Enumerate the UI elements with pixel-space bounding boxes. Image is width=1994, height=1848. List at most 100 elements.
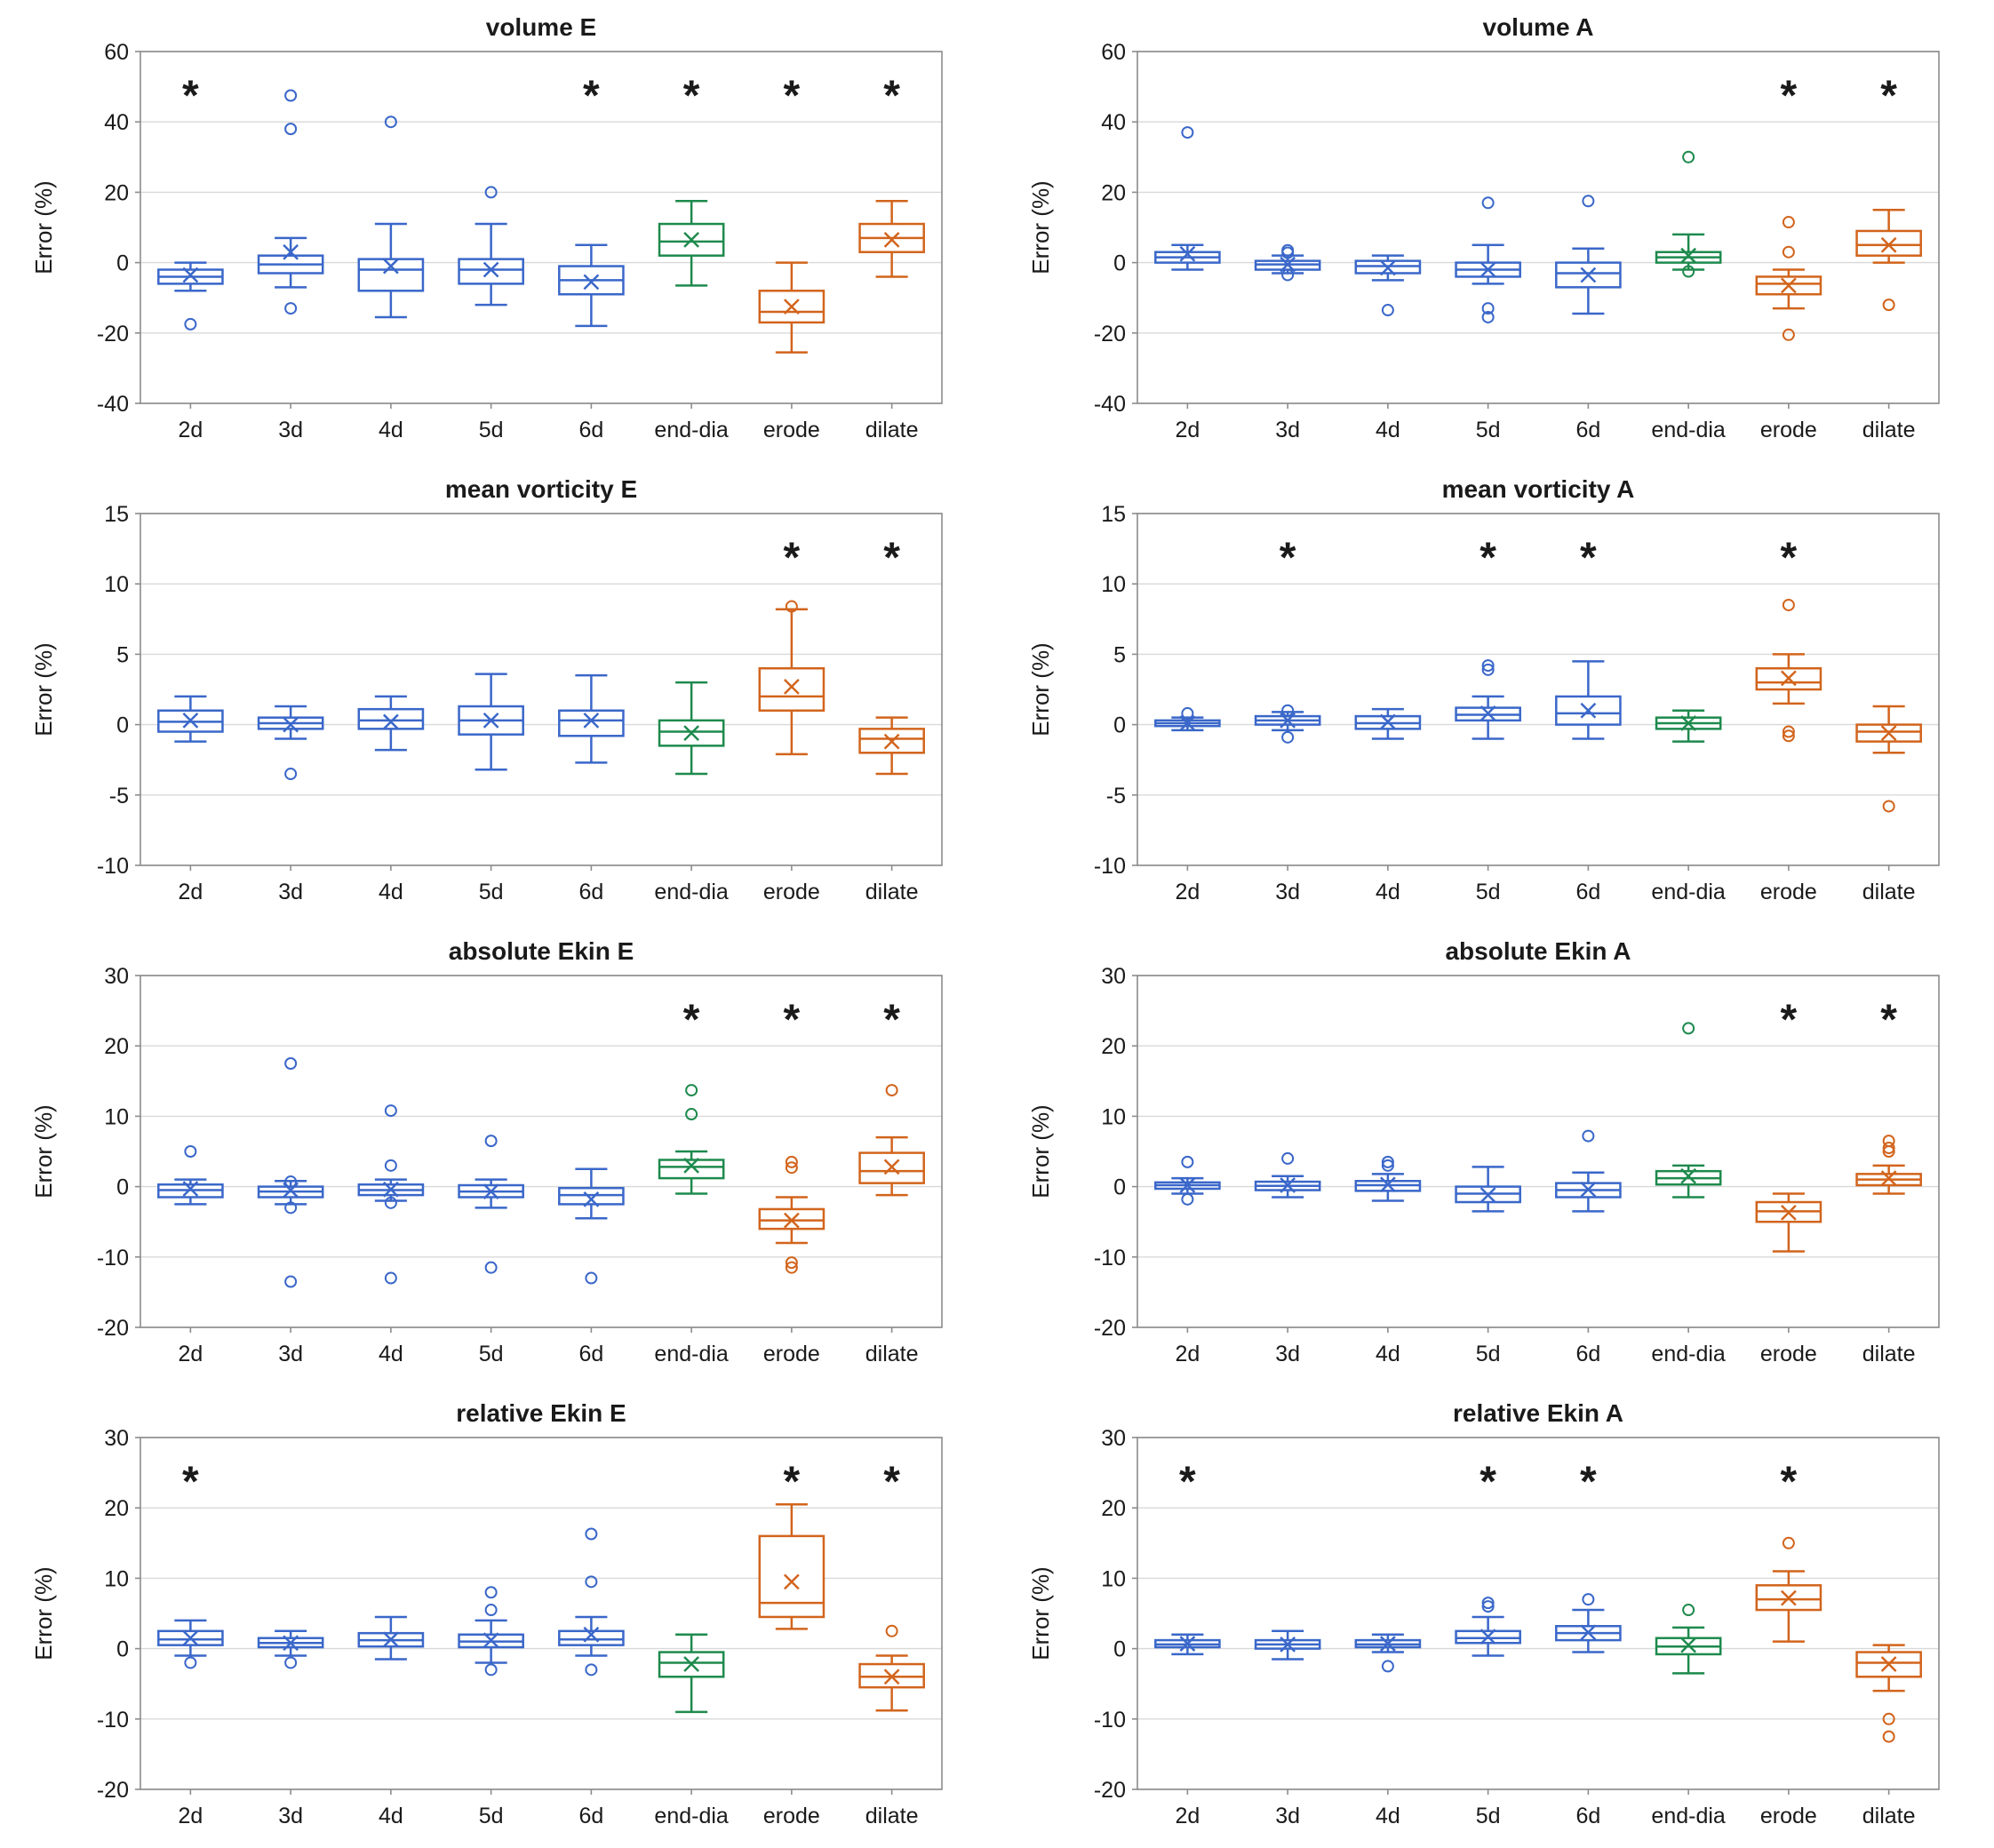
- svg-text:dilate: dilate: [1862, 1804, 1916, 1828]
- svg-text:*: *: [683, 997, 700, 1044]
- svg-text:dilate: dilate: [865, 418, 919, 442]
- svg-text:0: 0: [1113, 251, 1126, 276]
- svg-text:*: *: [784, 73, 801, 120]
- svg-text:2d: 2d: [178, 880, 203, 904]
- svg-text:6d: 6d: [578, 1804, 603, 1828]
- svg-text:0: 0: [1113, 1637, 1126, 1662]
- svg-text:Error (%): Error (%): [30, 180, 57, 274]
- svg-text:20: 20: [1101, 1034, 1126, 1059]
- svg-text:volume E: volume E: [486, 13, 596, 41]
- svg-text:4d: 4d: [1376, 418, 1400, 442]
- svg-text:5d: 5d: [1476, 880, 1501, 904]
- svg-text:erode: erode: [763, 1804, 820, 1828]
- svg-text:3d: 3d: [1275, 418, 1300, 442]
- svg-text:-40: -40: [97, 392, 129, 417]
- svg-text:-10: -10: [97, 854, 129, 879]
- svg-text:4d: 4d: [1376, 1804, 1400, 1828]
- svg-text:*: *: [182, 73, 199, 120]
- svg-text:3d: 3d: [278, 1804, 303, 1828]
- svg-text:3d: 3d: [1275, 880, 1300, 904]
- svg-text:*: *: [1781, 535, 1798, 582]
- svg-text:30: 30: [1101, 1426, 1126, 1451]
- svg-text:*: *: [784, 535, 801, 582]
- svg-text:6d: 6d: [578, 1342, 603, 1366]
- svg-text:10: 10: [104, 1104, 129, 1129]
- subplot-volume-a: -40 -20 0 20 40 60 2d 3d 4d 5d 6d end-dia erode dilat…: [997, 0, 1994, 462]
- subplot-absolute-ekin-a: -20 -10 0 10 20 30 2d 3d 4d 5d 6d end-dia erode dilat…: [997, 924, 1994, 1386]
- svg-text:5d: 5d: [479, 880, 504, 904]
- svg-text:*: *: [883, 997, 900, 1044]
- svg-text:-10: -10: [97, 1708, 129, 1732]
- svg-text:-10: -10: [1094, 1246, 1126, 1270]
- svg-text:-20: -20: [97, 322, 129, 346]
- svg-text:-10: -10: [97, 1246, 129, 1270]
- subplot-volume-e: -40 -20 0 20 40 60 2d 3d 4d 5d 6d end-dia erode dilat…: [0, 0, 997, 462]
- svg-text:10: 10: [1101, 1104, 1126, 1129]
- svg-text:2d: 2d: [178, 1342, 203, 1366]
- svg-text:6d: 6d: [1575, 1804, 1600, 1828]
- svg-text:erode: erode: [1760, 1342, 1817, 1366]
- svg-text:*: *: [683, 73, 700, 120]
- subplot-relative-ekin-e: -20 -10 0 10 20 30 2d 3d 4d 5d 6d end-dia erode dilat…: [0, 1386, 997, 1848]
- svg-text:erode: erode: [1760, 1804, 1817, 1828]
- svg-text:-20: -20: [97, 1316, 129, 1341]
- svg-text:end-dia: end-dia: [654, 418, 728, 442]
- svg-text:erode: erode: [1760, 418, 1817, 442]
- svg-text:end-dia: end-dia: [1651, 1342, 1725, 1366]
- svg-text:2d: 2d: [178, 418, 203, 442]
- svg-text:20: 20: [104, 1496, 129, 1521]
- svg-text:0: 0: [116, 713, 129, 738]
- svg-text:5d: 5d: [479, 1342, 504, 1366]
- svg-text:30: 30: [1101, 964, 1126, 989]
- svg-text:3d: 3d: [1275, 1342, 1300, 1366]
- svg-text:end-dia: end-dia: [1651, 1804, 1725, 1828]
- svg-text:volume A: volume A: [1483, 13, 1594, 41]
- svg-text:*: *: [1580, 535, 1597, 582]
- boxplot-relative-ekin-e: -20 -10 0 10 20 30 2d 3d 4d 5d 6d end-dia erode dilat…: [30, 1399, 943, 1828]
- svg-text:Error (%): Error (%): [1027, 1566, 1054, 1660]
- svg-text:erode: erode: [763, 418, 820, 442]
- svg-text:4d: 4d: [379, 1804, 403, 1828]
- svg-text:*: *: [1480, 1459, 1496, 1506]
- svg-text:10: 10: [1101, 1566, 1126, 1591]
- svg-text:3d: 3d: [278, 880, 303, 904]
- svg-text:10: 10: [1101, 572, 1126, 597]
- svg-text:40: 40: [104, 110, 129, 135]
- svg-text:5d: 5d: [1476, 418, 1501, 442]
- svg-text:60: 60: [104, 40, 129, 65]
- svg-text:15: 15: [1101, 502, 1126, 527]
- svg-text:0: 0: [116, 1637, 129, 1662]
- subplot-relative-ekin-a: -20 -10 0 10 20 30 2d 3d 4d 5d 6d end-dia erode dilat…: [997, 1386, 1994, 1848]
- svg-text:4d: 4d: [379, 418, 403, 442]
- svg-text:0: 0: [116, 1175, 129, 1200]
- svg-text:0: 0: [1113, 1175, 1126, 1200]
- svg-text:dilate: dilate: [865, 1342, 919, 1366]
- svg-text:absolute Ekin E: absolute Ekin E: [449, 937, 634, 965]
- svg-text:*: *: [883, 535, 900, 582]
- svg-text:4d: 4d: [1376, 1342, 1400, 1366]
- svg-text:0: 0: [116, 251, 129, 276]
- svg-text:20: 20: [1101, 1496, 1126, 1521]
- svg-text:15: 15: [104, 502, 129, 527]
- subplot-mean-vorticity-e: -10 -5 0 5 10 15 2d 3d 4d 5d 6d end-dia erode dilate m…: [0, 462, 997, 924]
- svg-text:3d: 3d: [1275, 1804, 1300, 1828]
- svg-text:4d: 4d: [1376, 880, 1400, 904]
- svg-text:10: 10: [104, 1566, 129, 1591]
- svg-text:-40: -40: [1094, 392, 1126, 417]
- svg-text:4d: 4d: [379, 880, 403, 904]
- subplot-mean-vorticity-a: -10 -5 0 5 10 15 2d 3d 4d 5d 6d end-dia erode dilate m…: [997, 462, 1994, 924]
- svg-text:Error (%): Error (%): [1027, 180, 1054, 274]
- svg-text:20: 20: [104, 1034, 129, 1059]
- svg-text:*: *: [1280, 535, 1296, 582]
- svg-text:60: 60: [1101, 40, 1126, 65]
- svg-text:-10: -10: [1094, 854, 1126, 879]
- svg-text:0: 0: [1113, 713, 1126, 738]
- svg-text:-20: -20: [1094, 322, 1126, 346]
- svg-text:20: 20: [1101, 180, 1126, 205]
- svg-text:end-dia: end-dia: [654, 1804, 728, 1828]
- svg-text:-5: -5: [109, 784, 129, 808]
- boxplot-volume-a: -40 -20 0 20 40 60 2d 3d 4d 5d 6d end-dia erode dilat…: [1027, 13, 1940, 442]
- svg-text:-20: -20: [1094, 1316, 1126, 1341]
- svg-text:*: *: [1781, 1459, 1798, 1506]
- svg-text:6d: 6d: [578, 880, 603, 904]
